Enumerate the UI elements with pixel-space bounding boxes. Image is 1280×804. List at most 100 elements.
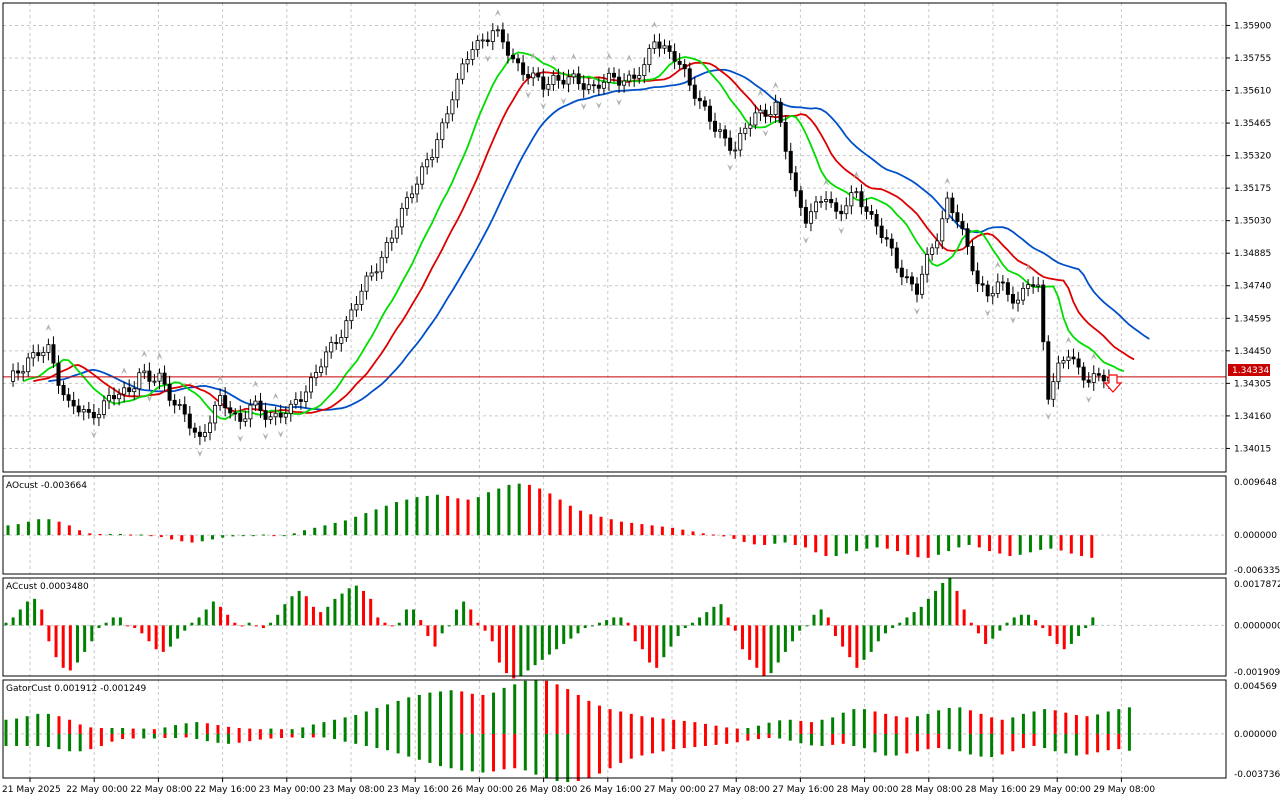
bear-candle [258,400,263,412]
fractal-up-marker [605,52,612,60]
fractal-up-marker [494,9,501,17]
bull-candle [480,39,485,42]
ac-up-bar [941,582,945,626]
ac-up-bar [90,625,94,642]
bear-candle [521,62,526,75]
bull-candle [364,275,369,292]
gator-upper-up-bar [534,679,538,734]
bull-candle [268,416,273,420]
fractal-up-marker [45,324,52,332]
ac-up-bar [719,604,723,626]
ao-up-bar [384,505,388,536]
ao-down-bar [568,505,572,536]
bull-candle [455,78,460,101]
gator-upper-down-bar [460,691,464,734]
bear-candle [197,431,202,437]
bull-candle [475,40,480,51]
candlestick-series [3,22,1226,445]
bear-candle [76,405,81,413]
bear-candle [980,283,985,286]
gator-upper-up-bar [1127,707,1131,734]
ac-up-bar [183,625,187,631]
ao-down-bar [793,535,797,545]
ac-up-bar [283,604,287,626]
bear-candle [1041,284,1046,343]
gator-upper-down-bar [809,722,813,734]
ac-down-bar [1055,625,1059,644]
fractal-up-marker [757,89,764,97]
fractal-up-marker [530,52,537,60]
fractal-down-marker [984,309,991,317]
x-axis-label: 28 May 08:00 [901,785,963,795]
ao-down-bar [630,522,634,536]
ac-up-bar [683,625,687,629]
fractal-up-marker [156,352,163,360]
gator-upper-up-bar [958,707,962,734]
x-axis-label: 29 May 00:00 [1029,785,1091,795]
ac-down-bar [154,625,158,650]
gator-upper-down-bar [905,717,909,734]
ao-y-axis-label: 0.009648 [1234,478,1277,488]
gator-lower-down-bar [597,733,601,774]
fractal-down-marker [146,394,153,402]
x-axis-label: 27 May 08:00 [708,785,770,795]
ao-down-bar [1080,535,1084,557]
bear-candle [536,72,541,78]
ao-down-bar [456,498,460,536]
bull-candle [1056,362,1061,383]
ao-up-bar [210,535,214,540]
fractal-up-marker [823,178,830,186]
gator-lower-up-bar [958,733,962,752]
bear-candle [561,79,566,85]
bull-candle [101,400,106,415]
bull-candle [207,422,212,433]
gator-upper-down-bar [725,727,729,734]
gator-lower-up-bar [555,733,559,781]
bull-candle [940,218,945,242]
gator-lower-up-bar [322,733,326,738]
bull-candle [329,342,334,353]
ac-down-bar [955,590,959,626]
bull-candle [430,157,435,161]
gator-upper-down-bar [608,709,612,734]
gator-upper-up-bar [4,719,8,734]
bear-candle [526,74,531,79]
ao-up-bar [1018,535,1022,555]
ac-down-bar [240,625,244,627]
bear-candle [632,74,637,79]
ac-up-bar [1077,625,1081,636]
x-axis-label: 29 May 08:00 [1093,785,1155,795]
bear-candle [228,407,233,414]
gator-upper-up-bar [449,690,453,734]
fractal-up-marker [1090,353,1097,361]
bull-candle [1016,299,1021,304]
ac-up-bar [769,625,773,674]
bear-candle [788,150,793,174]
ac-up-bar [197,617,201,626]
gator-upper-down-bar [89,727,93,734]
ac-up-bar [562,625,566,644]
gator-upper-down-bar [280,729,284,734]
ao-down-bar [129,534,133,536]
ac-histogram [4,577,1095,679]
gator-upper-down-bar [99,728,103,734]
gator-lower-down-bar [725,733,729,744]
gator-upper-down-bar [640,716,644,734]
ao-up-bar [487,492,491,536]
bear-candle [960,221,965,230]
fractal-up-marker [550,54,557,62]
bull-candle [753,112,758,126]
gator-upper-down-bar [619,711,623,734]
bull-candle [420,166,425,185]
bull-candle [288,403,293,415]
bull-candle [132,388,137,393]
ac-up-bar [926,598,930,626]
bull-candle [606,72,611,83]
bear-candle [263,410,268,420]
fractal-down-marker [277,430,284,438]
gator-lower-up-bar [894,733,898,756]
fractal-down-marker [595,101,602,109]
ac-up-bar [690,622,694,626]
